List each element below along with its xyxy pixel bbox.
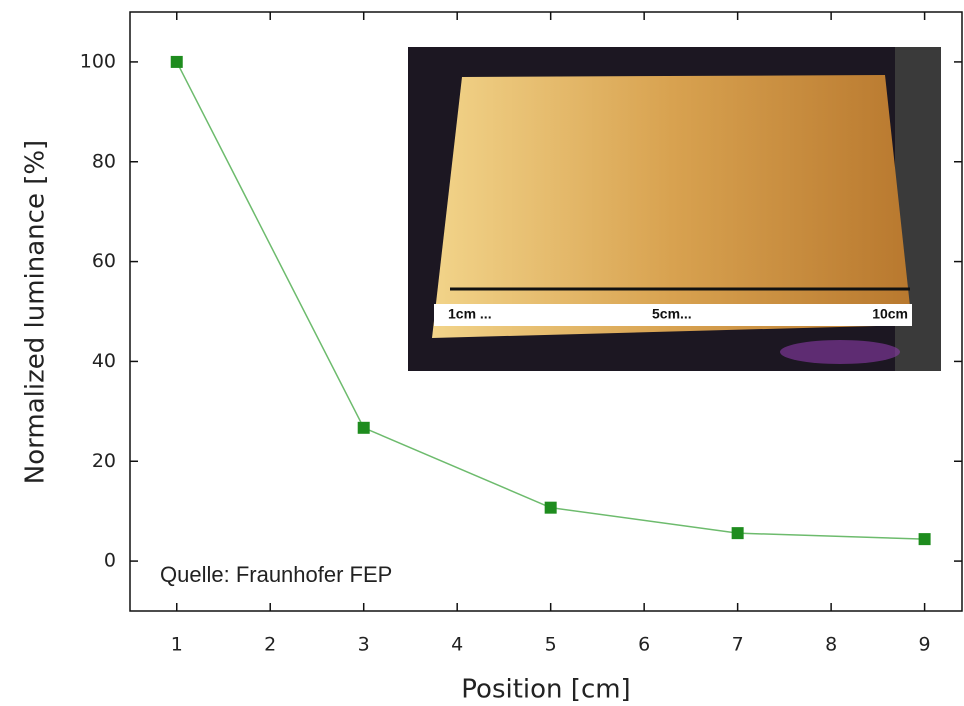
inset-photo: 1cm ... 5cm... 10cm: [408, 47, 941, 371]
data-marker: [919, 533, 931, 545]
y-tick-label: 80: [92, 150, 116, 172]
x-tick-label: 4: [451, 634, 463, 656]
y-tick-label: 0: [104, 550, 116, 572]
photo-panel: [432, 75, 912, 338]
y-tick-label: 40: [92, 350, 116, 372]
x-tick-label: 1: [171, 634, 183, 656]
x-tick-label: 3: [358, 634, 370, 656]
x-tick-label: 7: [732, 634, 744, 656]
y-tick-label: 100: [80, 50, 116, 72]
photo-glow: [780, 340, 900, 364]
data-marker: [171, 56, 183, 68]
annotation: Quelle: Fraunhofer FEP: [160, 562, 392, 587]
chart: 1cm ... 5cm... 10cm Quelle: Fraunhofer F…: [0, 0, 964, 706]
y-tick-label: 20: [92, 450, 116, 472]
inset-label: 10cm: [872, 306, 908, 322]
inset-label: 5cm...: [652, 306, 692, 322]
data-marker: [545, 502, 557, 514]
data-marker: [358, 422, 370, 434]
x-tick-label: 2: [264, 634, 276, 656]
x-tick-label: 8: [825, 634, 837, 656]
x-tick-label: 9: [919, 634, 931, 656]
x-tick-label: 6: [638, 634, 650, 656]
x-tick-label: 5: [545, 634, 557, 656]
data-marker: [732, 527, 744, 539]
inset-label: 1cm ...: [448, 306, 492, 322]
y-tick-label: 60: [92, 250, 116, 272]
y-axis-title: Normalized luminance [%]: [21, 140, 51, 484]
x-axis-title: Position [cm]: [461, 675, 630, 705]
